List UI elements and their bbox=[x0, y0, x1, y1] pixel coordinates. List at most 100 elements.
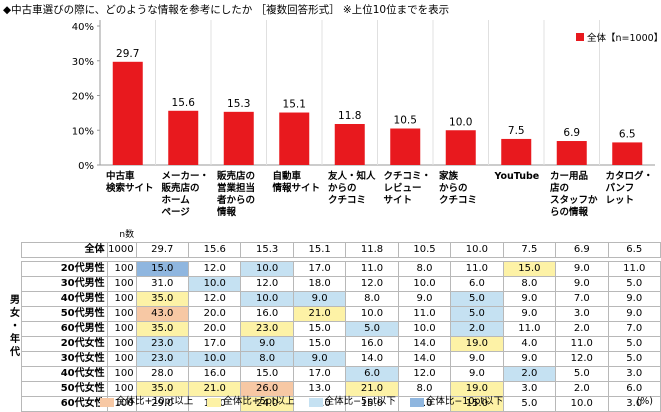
table-cell: 8.0 bbox=[502, 276, 557, 292]
table-cell: 19.0 bbox=[450, 381, 504, 397]
table-cell: 9.0 bbox=[555, 261, 609, 277]
table-row: 60代女性10029.018.024.017.015.09.015.05.010… bbox=[10, 396, 661, 412]
table-cell: 5.0 bbox=[450, 306, 504, 322]
group-cell bbox=[10, 306, 23, 322]
table-cell: 21.0 bbox=[345, 381, 399, 397]
table-cell: 29.7 bbox=[135, 242, 190, 258]
table-cell: 14.0 bbox=[397, 351, 452, 367]
data-label: 29.7 bbox=[116, 48, 139, 60]
table-cell: 10.0 bbox=[345, 306, 399, 322]
y-tick-label: 0% bbox=[78, 161, 94, 172]
table-cell: 5.0 bbox=[607, 351, 661, 367]
row-n: 100 bbox=[106, 321, 137, 337]
category-label: カー用品店のスタッフからの情報 bbox=[550, 171, 598, 218]
table-cell: 10.0 bbox=[240, 261, 294, 277]
table-cell: 21.0 bbox=[292, 306, 347, 322]
table-cell: 15.3 bbox=[240, 242, 294, 258]
table-cell: 12.0 bbox=[188, 291, 242, 307]
legend-item: 全体比−10pt以下 bbox=[409, 394, 504, 410]
bar bbox=[445, 130, 476, 165]
category-label: メーカー・販売店のホームページ bbox=[162, 171, 210, 218]
row-n: 100 bbox=[106, 306, 137, 322]
blank-cell bbox=[10, 228, 22, 243]
table-cell: 21.0 bbox=[188, 381, 242, 397]
table-cell: 35.0 bbox=[135, 291, 190, 307]
percent-note: (%) bbox=[636, 396, 653, 407]
row-n: 100 bbox=[106, 366, 137, 382]
table-cell: 9.0 bbox=[397, 291, 452, 307]
table-cell: 7.5 bbox=[502, 242, 557, 258]
table-cell: 3.0 bbox=[607, 366, 661, 382]
row-n: 100 bbox=[106, 351, 137, 367]
legend-swatch bbox=[409, 397, 424, 407]
table-cell: 11.0 bbox=[397, 306, 452, 322]
table-cell: 16.0 bbox=[345, 336, 399, 352]
table-cell: 10.0 bbox=[397, 276, 452, 292]
table-cell: 9.0 bbox=[502, 306, 557, 322]
legend-item: 全体比+5pt以上 bbox=[207, 394, 295, 410]
y-tick-label: 30% bbox=[72, 57, 94, 68]
table-cell: 9.0 bbox=[450, 366, 504, 382]
page-title: ◆中古車選びの際に、どのような情報を参考にしたか ［複数回答形式］ ※上位10位… bbox=[3, 4, 450, 16]
bar bbox=[223, 111, 254, 165]
table-cell: 18.0 bbox=[292, 276, 347, 292]
row-label: 20代女性 bbox=[21, 336, 108, 352]
table-cell: 23.0 bbox=[240, 321, 294, 337]
row-label: 40代男性 bbox=[21, 291, 108, 307]
table-cell: 9.0 bbox=[502, 351, 557, 367]
y-tick-label: 40% bbox=[72, 22, 94, 33]
legend-label: 全体比−10pt以下 bbox=[425, 396, 504, 407]
legend: 全体比+10pt以上 全体比+5pt以上 全体比−5pt以下 全体比−10pt以下 bbox=[100, 394, 661, 410]
group-cell bbox=[10, 321, 23, 337]
category-label: クチコミ・レビューサイト bbox=[384, 171, 432, 206]
table-cell: 20.0 bbox=[188, 306, 242, 322]
table-cell: 9.0 bbox=[607, 291, 661, 307]
table-row: 50代男性 100 43.0 20.0 16.0 21.0 10.0 11.0 5.0 9.0 3.… bbox=[10, 306, 661, 322]
table-cell: 23.0 bbox=[135, 336, 190, 352]
blank-cell bbox=[241, 228, 293, 243]
table-cell: 15.0 bbox=[502, 261, 557, 277]
data-table: n数 全体 1000 29.7 15.6 15.3 15.1 11.8 10.5 10.0 7.5 6… bbox=[10, 228, 661, 412]
bar-chart: 0% 10% 20% 30% 40% 29.7 15.6 15.3 15.1 11.8 10.5 10… bbox=[72, 20, 661, 218]
data-label: 15.6 bbox=[172, 97, 196, 109]
table-row: 40代女性 100 28.0 16.0 15.0 17.0 6.0 12.0 9.0 2.0 5.0… bbox=[10, 366, 661, 382]
table-cell: 10.0 bbox=[450, 242, 504, 258]
legend-swatch bbox=[576, 33, 584, 41]
data-label: 7.5 bbox=[508, 125, 525, 137]
table-cell: 9.0 bbox=[555, 276, 609, 292]
table-cell: 5.0 bbox=[555, 366, 609, 382]
group-cell bbox=[10, 336, 23, 352]
legend-swatch bbox=[308, 397, 323, 407]
group-cell bbox=[10, 242, 23, 258]
table-cell: 31.0 bbox=[135, 276, 190, 292]
legend-label: 全体【n=1000】 bbox=[587, 32, 661, 44]
table-cell: 35.0 bbox=[135, 321, 190, 337]
blank-cell bbox=[22, 228, 108, 243]
table-cell: 17.0 bbox=[292, 366, 347, 382]
category-label: 家族からのクチコミ bbox=[439, 170, 477, 206]
table-cell: 15.0 bbox=[240, 366, 294, 382]
table-cell: 17.0 bbox=[292, 261, 347, 277]
category-label: 販売店の営業担当者からの情報 bbox=[216, 170, 255, 218]
category-label: 自動車情報サイト bbox=[272, 170, 321, 194]
table-cell: 15.0 bbox=[450, 396, 504, 412]
table-cell: 11.0 bbox=[450, 261, 504, 277]
table-cell: 2.0 bbox=[450, 321, 504, 337]
data-label: 10.0 bbox=[449, 116, 472, 128]
legend-item: 全体比−5pt以下 bbox=[308, 394, 396, 410]
legend-label: 全体比+5pt以上 bbox=[223, 396, 295, 407]
table-cell: 9.0 bbox=[607, 306, 661, 322]
table-row: 30代女性 100 23.0 10.0 8.0 9.0 14.0 14.0 9.0 9.0 12.0… bbox=[10, 351, 661, 367]
table-cell: 10.0 bbox=[397, 321, 452, 337]
category-label: YouTube bbox=[494, 171, 540, 182]
bar bbox=[612, 142, 643, 165]
table-cell: 10.0 bbox=[240, 291, 294, 307]
data-label: 11.8 bbox=[338, 110, 361, 122]
table-cell: 19.0 bbox=[450, 336, 504, 352]
table-cell: 9.0 bbox=[450, 351, 504, 367]
row-label: 60代女性 bbox=[21, 396, 108, 412]
table-cell: 11.0 bbox=[555, 336, 609, 352]
table-cell: 5.0 bbox=[607, 336, 661, 352]
bar bbox=[390, 128, 421, 165]
table-cell: 9.0 bbox=[292, 351, 347, 367]
